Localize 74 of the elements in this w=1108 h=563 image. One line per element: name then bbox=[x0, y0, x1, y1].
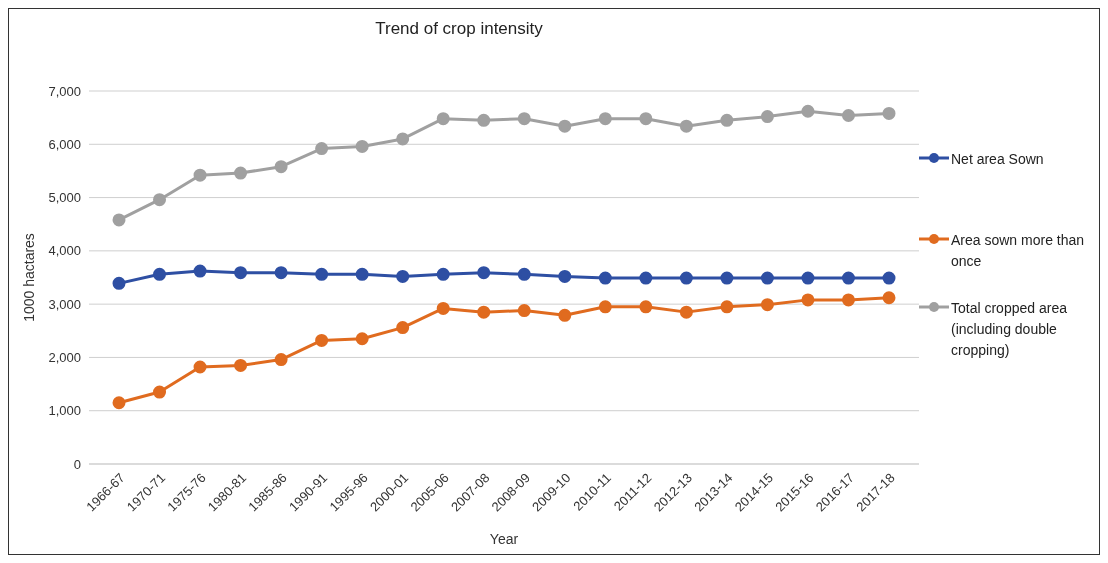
point bbox=[679, 305, 693, 319]
point bbox=[517, 267, 531, 281]
point bbox=[679, 271, 693, 285]
point bbox=[112, 396, 126, 410]
y-tick-label: 4,000 bbox=[48, 243, 81, 259]
point bbox=[558, 308, 572, 322]
y-tick-label: 1,000 bbox=[48, 403, 81, 419]
point bbox=[436, 267, 450, 281]
point bbox=[477, 266, 491, 280]
legend-label: Total cropped area (including double cropping) bbox=[951, 299, 1068, 360]
point bbox=[234, 358, 248, 372]
point bbox=[274, 160, 288, 174]
point bbox=[234, 266, 248, 280]
point bbox=[760, 110, 774, 124]
y-tick-label: 6,000 bbox=[48, 136, 81, 152]
point bbox=[517, 112, 531, 126]
point bbox=[274, 266, 288, 280]
y-tick-label: 3,000 bbox=[48, 296, 81, 312]
point bbox=[274, 353, 288, 367]
point bbox=[477, 305, 491, 319]
point bbox=[639, 112, 653, 126]
point bbox=[153, 385, 167, 399]
point bbox=[598, 112, 612, 126]
point bbox=[801, 271, 815, 285]
point bbox=[477, 113, 491, 127]
point bbox=[720, 113, 734, 127]
point bbox=[355, 332, 369, 346]
point bbox=[801, 293, 815, 307]
point bbox=[841, 109, 855, 123]
point bbox=[396, 321, 410, 335]
point bbox=[598, 300, 612, 314]
point bbox=[558, 119, 572, 133]
chart-title: Trend of crop intensity bbox=[374, 19, 544, 39]
point bbox=[598, 271, 612, 285]
y-tick-label: 7,000 bbox=[48, 83, 81, 99]
point bbox=[720, 271, 734, 285]
point bbox=[760, 298, 774, 312]
y-axis-title: 1000 hactares bbox=[20, 233, 37, 322]
point bbox=[315, 333, 329, 347]
point bbox=[396, 132, 410, 146]
point bbox=[517, 304, 531, 318]
y-tick-label: 0 bbox=[73, 456, 81, 472]
point bbox=[760, 271, 774, 285]
point bbox=[153, 193, 167, 207]
point bbox=[193, 168, 207, 182]
point bbox=[355, 139, 369, 153]
point bbox=[679, 119, 693, 133]
point bbox=[193, 360, 207, 374]
point bbox=[558, 269, 572, 283]
point bbox=[841, 293, 855, 307]
legend-label: Area sown more than once bbox=[951, 231, 1086, 271]
point bbox=[882, 106, 896, 120]
point bbox=[841, 271, 855, 285]
point bbox=[436, 301, 450, 315]
point bbox=[153, 267, 167, 281]
point bbox=[315, 142, 329, 156]
point bbox=[639, 271, 653, 285]
point bbox=[234, 166, 248, 180]
point bbox=[882, 291, 896, 305]
x-axis-title: Year bbox=[489, 531, 519, 547]
point bbox=[315, 267, 329, 281]
point bbox=[436, 112, 450, 126]
point bbox=[355, 267, 369, 281]
y-tick-label: 5,000 bbox=[48, 190, 81, 206]
point bbox=[882, 271, 896, 285]
point bbox=[639, 300, 653, 314]
point bbox=[193, 264, 207, 278]
point bbox=[112, 276, 126, 290]
y-tick-label: 2,000 bbox=[48, 350, 81, 366]
point bbox=[720, 300, 734, 314]
legend-label: Net area Sown bbox=[951, 150, 1044, 169]
point bbox=[801, 104, 815, 118]
point bbox=[396, 269, 410, 283]
point bbox=[112, 213, 126, 227]
